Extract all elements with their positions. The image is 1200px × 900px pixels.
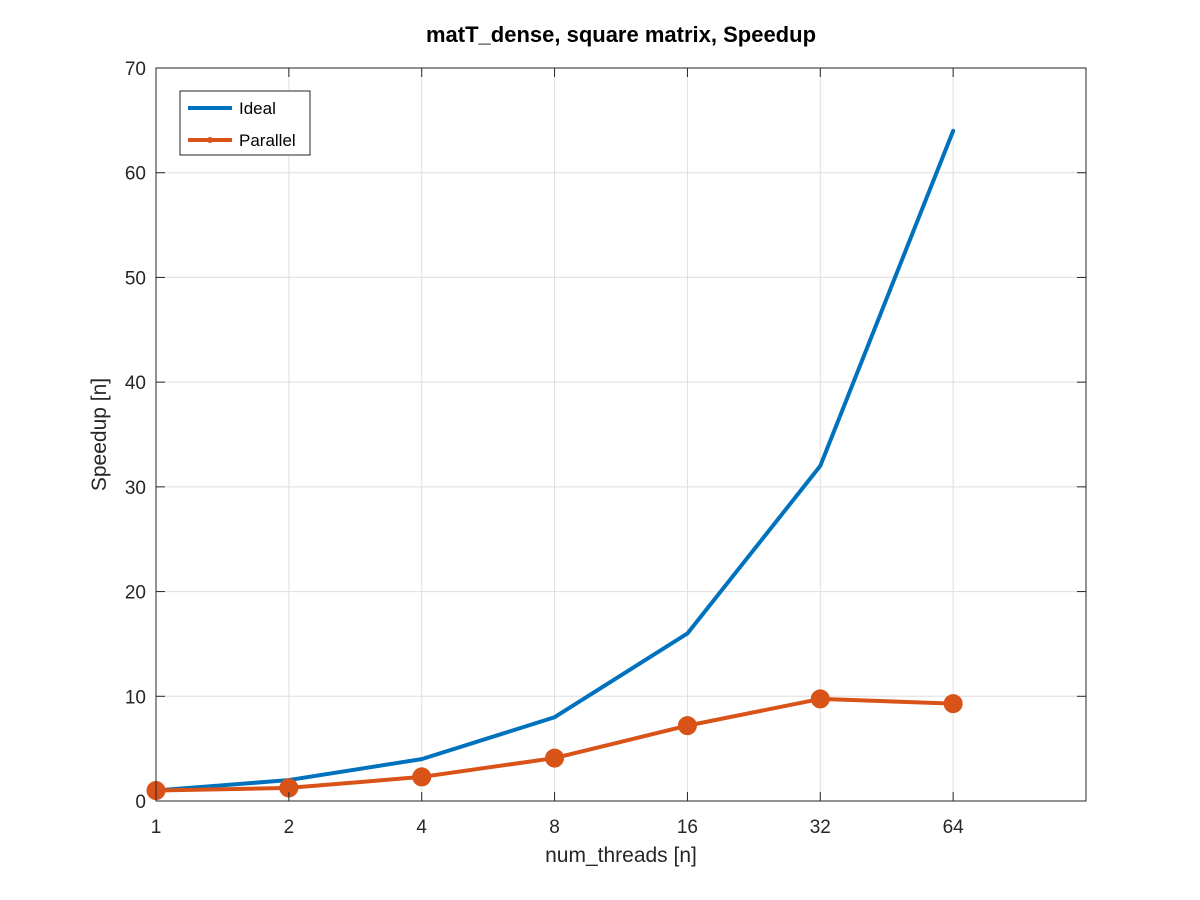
- x-tick-label: 16: [677, 817, 698, 838]
- legend-marker: [207, 137, 213, 143]
- plot-area: [156, 68, 1086, 801]
- y-tick-label: 70: [125, 59, 146, 80]
- data-point: [412, 767, 432, 787]
- legend-box: [179, 90, 311, 156]
- legend-item-ideal: Ideal: [188, 99, 276, 118]
- y-tick-label: 20: [125, 583, 146, 604]
- y-tick-label: 50: [125, 268, 146, 289]
- x-tick-label: 8: [549, 817, 560, 838]
- y-tick-label: 60: [125, 164, 146, 185]
- x-tick-label: 64: [943, 817, 965, 838]
- legend-label: Ideal: [239, 99, 276, 118]
- y-tick-label: 40: [125, 373, 146, 394]
- plot-frame: [155, 67, 1087, 802]
- x-tick-label: 32: [810, 817, 831, 838]
- x-tick-label: 2: [284, 817, 295, 838]
- y-tick-label: 10: [125, 687, 146, 708]
- chart-title: matT_dense, square matrix, Speedup: [426, 22, 816, 47]
- y-tick-label: 0: [135, 792, 146, 813]
- legend-item-parallel: Parallel: [188, 131, 296, 150]
- x-tick-label: 1: [151, 817, 162, 838]
- x-tick-label: 4: [416, 817, 427, 838]
- legend-label: Parallel: [239, 131, 296, 150]
- data-point: [810, 689, 830, 709]
- data-point: [545, 748, 565, 768]
- legend: Ideal Parallel: [179, 90, 311, 156]
- x-axis-label: num_threads [n]: [545, 844, 697, 867]
- data-point: [677, 716, 697, 736]
- y-axis-label: Speedup [n]: [88, 378, 111, 491]
- ticks: 1 2 4 8 16 32 64 0 10 20 30 40 50 60 70: [125, 59, 1086, 838]
- data-point: [943, 694, 963, 714]
- y-tick-label: 30: [125, 478, 146, 499]
